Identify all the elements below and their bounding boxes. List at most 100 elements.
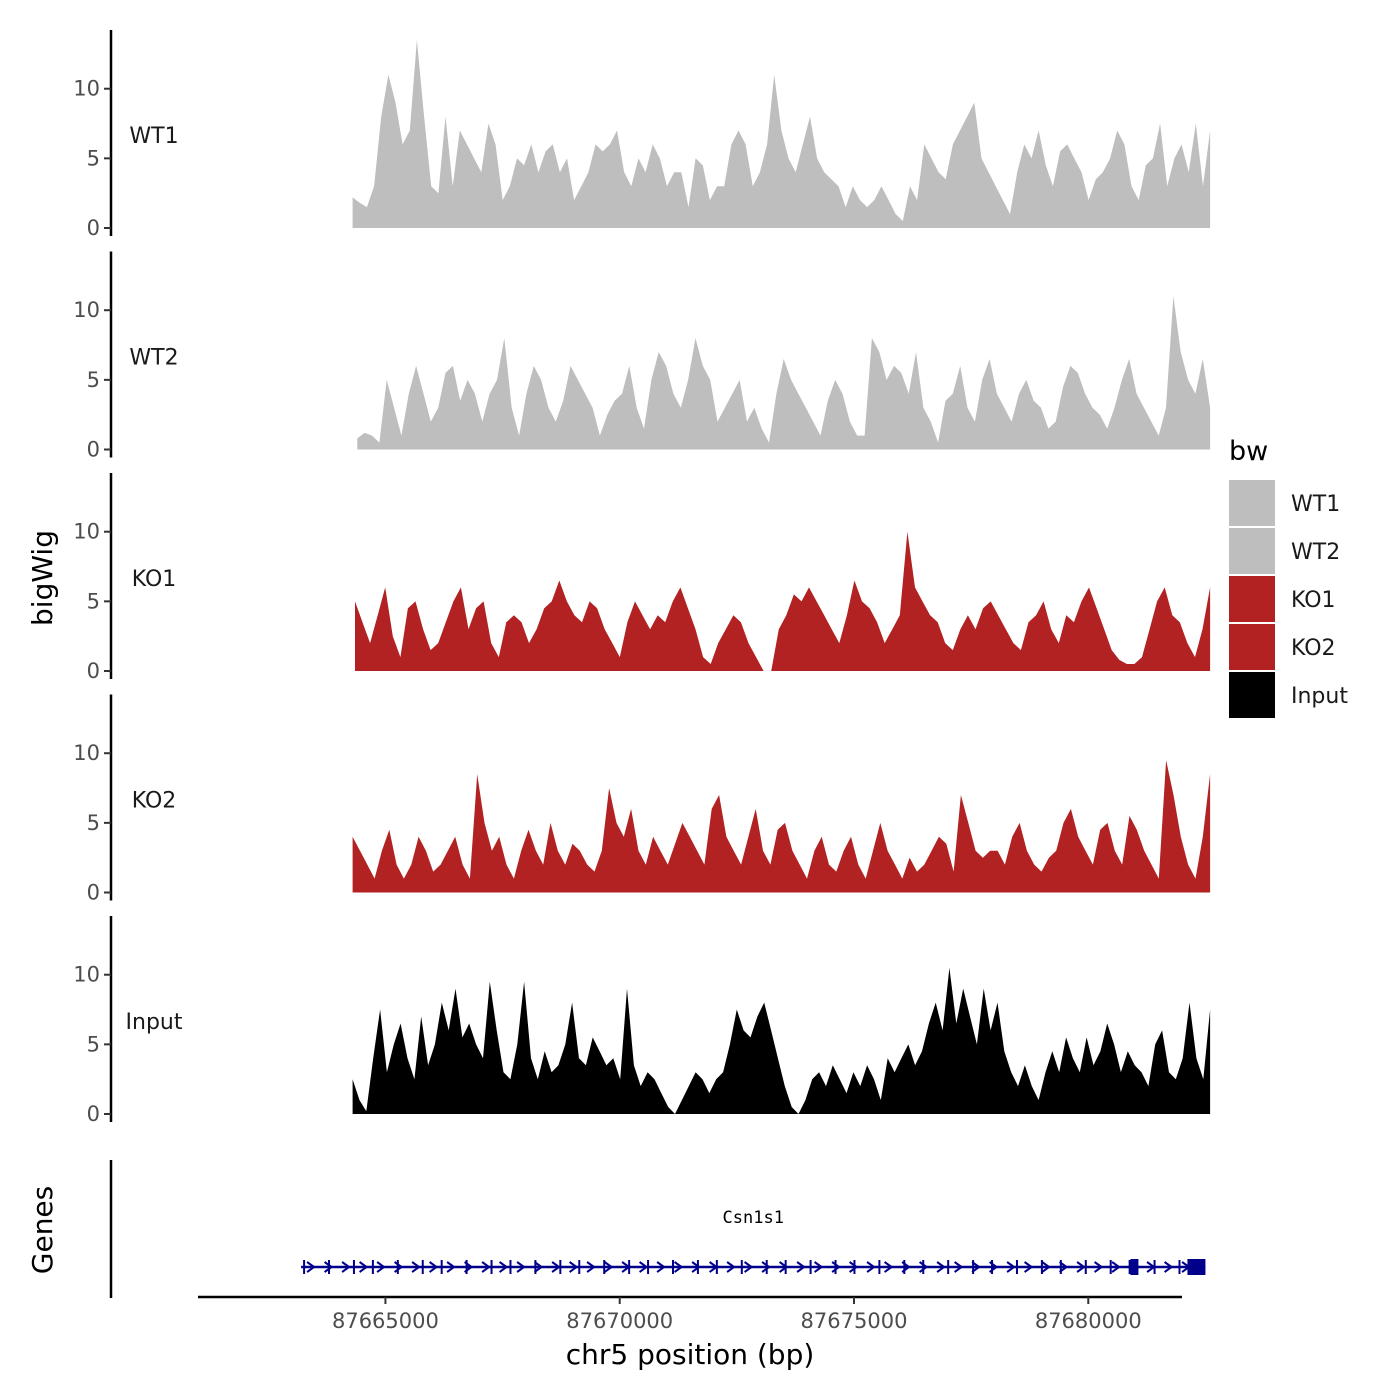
- exon: [578, 1260, 581, 1274]
- x-tick-label-87680000: 87680000: [1035, 1309, 1142, 1333]
- y-tick-label-wt2-5: 5: [87, 368, 100, 392]
- strand-arrow: [341, 1261, 351, 1273]
- y-tick-label-input-5: 5: [87, 1032, 100, 1056]
- gene-csn1s1: Csn1s1: [301, 1208, 1206, 1275]
- track-label-ko2: KO2: [132, 789, 177, 814]
- exon: [396, 1260, 399, 1274]
- exon: [878, 1260, 881, 1274]
- exon: [303, 1260, 306, 1274]
- exon: [922, 1260, 925, 1274]
- x-axis-title: chr5 position (bp): [566, 1338, 815, 1371]
- strand-arrow: [691, 1261, 701, 1273]
- strand-arrow: [866, 1261, 876, 1273]
- exon: [1084, 1260, 1087, 1274]
- strand-arrow: [429, 1261, 439, 1273]
- y-tick-label-ko1-0: 0: [87, 659, 100, 683]
- x-axis: 87665000 87670000 87675000 87680000 chr5 po…: [198, 1295, 1182, 1371]
- strand-arrow: [1024, 1261, 1034, 1273]
- track-label-wt2: WT2: [129, 346, 178, 371]
- exon: [809, 1260, 812, 1274]
- strand-arrow: [569, 1261, 579, 1273]
- legend-label-ko1: KO1: [1291, 588, 1336, 613]
- strand-arrow: [814, 1261, 824, 1273]
- exon-utr-end: [1187, 1259, 1206, 1275]
- strand-arrow: [639, 1261, 649, 1273]
- y-tick-label-wt1-5: 5: [87, 146, 100, 170]
- strand-arrow: [604, 1261, 614, 1273]
- strand-arrow: [1059, 1261, 1069, 1273]
- area-ko2: [352, 760, 1211, 893]
- y-tick-label-wt1-0: 0: [87, 216, 100, 240]
- exon: [628, 1260, 631, 1274]
- y-tick-label-ko1-10: 10: [73, 520, 100, 544]
- x-tick-label-87675000: 87675000: [801, 1309, 908, 1333]
- strand-arrow: [936, 1261, 946, 1273]
- area-wt1: [352, 40, 1211, 228]
- y-tick-label-wt1-10: 10: [73, 77, 100, 101]
- x-tick-label-87670000: 87670000: [566, 1309, 673, 1333]
- strand-arrow: [446, 1261, 456, 1273]
- strand-arrow: [971, 1261, 981, 1273]
- exon: [328, 1260, 331, 1274]
- strand-arrow: [656, 1261, 666, 1273]
- exon: [421, 1260, 424, 1274]
- exon: [1109, 1260, 1112, 1274]
- strand-arrow: [499, 1261, 509, 1273]
- exon: [371, 1260, 374, 1274]
- strand-arrow: [411, 1261, 421, 1273]
- track-label-wt1: WT1: [129, 124, 178, 149]
- strand-arrow: [1006, 1261, 1016, 1273]
- strand-arrow: [744, 1261, 754, 1273]
- strand-arrow: [534, 1261, 544, 1273]
- legend-swatch-ko2: [1229, 624, 1275, 670]
- track-ko1: 0 5 10 KO1: [73, 473, 1211, 683]
- exon: [603, 1260, 606, 1274]
- y-tick-label-ko2-5: 5: [87, 811, 100, 835]
- exon: [559, 1260, 562, 1274]
- strand-arrow: [481, 1261, 491, 1273]
- exon: [715, 1260, 718, 1274]
- exon: [972, 1260, 975, 1274]
- area-wt2: [357, 296, 1211, 450]
- legend-swatch-input: [1229, 672, 1275, 718]
- strand-arrow: [1041, 1261, 1051, 1273]
- legend: bw WT1 WT2 KO1 KO2 Input: [1229, 436, 1348, 718]
- strand-arrow: [516, 1261, 526, 1273]
- strand-arrow: [586, 1261, 596, 1273]
- strand-arrow: [1164, 1261, 1174, 1273]
- strand-arrow: [884, 1261, 894, 1273]
- strand-arrow: [726, 1261, 736, 1273]
- x-tick-label-87665000: 87665000: [332, 1309, 439, 1333]
- track-wt2: 0 5 10 WT2: [73, 251, 1211, 462]
- strand-arrow: [324, 1261, 334, 1273]
- gene-track: Genes Csn1s1: [26, 1160, 1206, 1298]
- y-axis-title-group: bigWig: [26, 530, 59, 626]
- track-label-input: Input: [126, 1010, 183, 1035]
- strand-arrow: [1076, 1261, 1086, 1273]
- y-tick-label-ko2-0: 0: [87, 881, 100, 905]
- y-tick-label-ko2-10: 10: [73, 741, 100, 765]
- exon: [465, 1260, 468, 1274]
- y-tick-label-ko1-5: 5: [87, 589, 100, 613]
- track-input: 0 5 10 Input: [73, 916, 1211, 1126]
- area-input: [352, 967, 1211, 1114]
- gene-label-csn1s1: Csn1s1: [723, 1208, 784, 1228]
- strand-arrow: [919, 1261, 929, 1273]
- gene-track-title: Genes: [26, 1186, 59, 1274]
- exon: [784, 1260, 787, 1274]
- strand-arrow: [376, 1261, 386, 1273]
- legend-label-wt1: WT1: [1291, 492, 1340, 517]
- strand-arrow: [796, 1261, 806, 1273]
- strand-arrow: [954, 1261, 964, 1273]
- exon: [1059, 1260, 1062, 1274]
- y-tick-label-wt2-0: 0: [87, 438, 100, 462]
- exon: [1015, 1260, 1018, 1274]
- legend-label-ko2: KO2: [1291, 636, 1336, 661]
- exon: [696, 1260, 699, 1274]
- y-axis-title: bigWig: [26, 530, 59, 626]
- exon: [765, 1260, 768, 1274]
- area-ko1: [355, 531, 1211, 671]
- exon: [647, 1260, 650, 1274]
- exon: [490, 1260, 493, 1274]
- exon: [991, 1260, 994, 1274]
